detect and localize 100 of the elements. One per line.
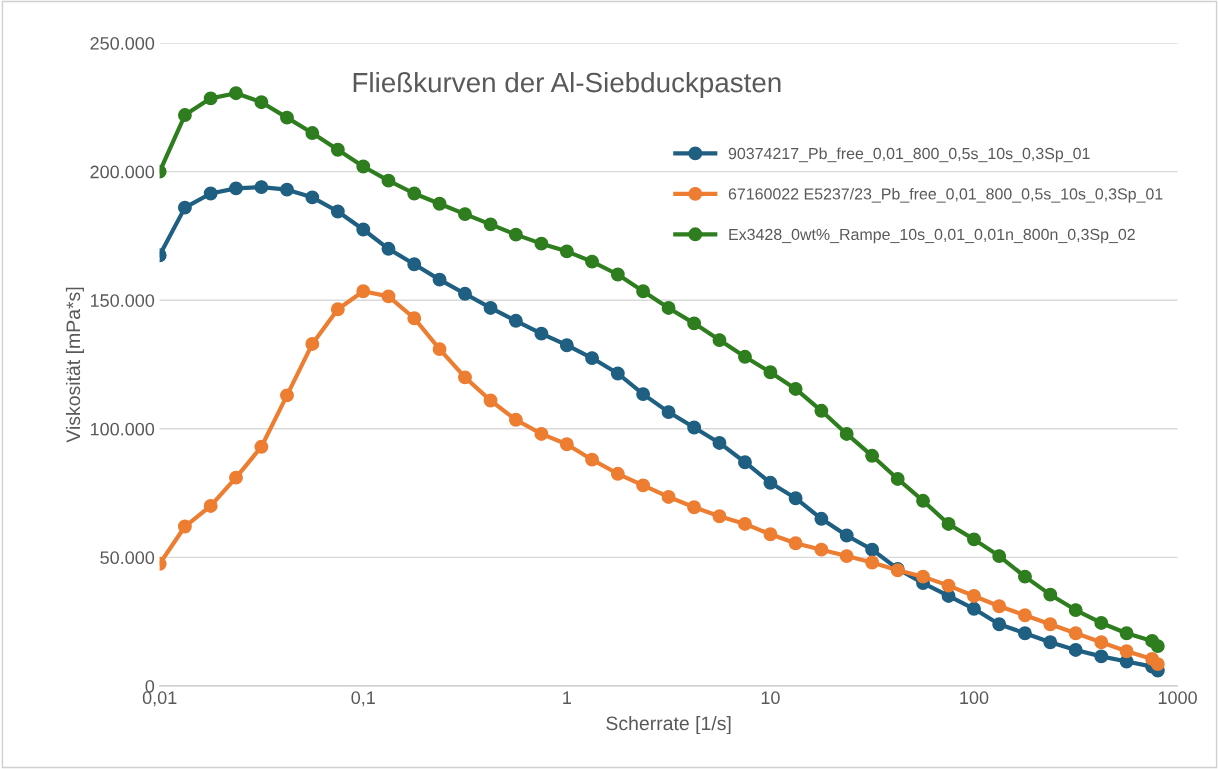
point [534,426,549,441]
point [381,173,396,188]
point [305,190,320,205]
point [203,498,218,513]
point [1094,649,1109,664]
y-axis-title: Viskosität [mPa*s] [65,287,85,443]
point [254,439,269,454]
point [788,536,803,551]
point [585,452,599,467]
point [687,316,702,331]
point [483,393,498,408]
point [738,516,752,531]
point [814,542,829,557]
point [356,284,371,299]
point [763,475,778,490]
point [763,527,778,542]
point [814,511,829,526]
point [356,222,371,237]
point [559,244,574,259]
point [687,500,702,515]
point [458,370,472,385]
point [992,549,1007,564]
point [712,333,727,348]
point [356,159,371,174]
x-tick-label: 1 [563,691,571,704]
point [407,186,422,201]
point [763,365,778,380]
point [712,435,727,450]
point [254,180,269,195]
y-tick-label: 250.000 [90,37,155,50]
point [814,403,829,418]
point [1068,626,1083,641]
point [890,471,905,486]
point [330,302,345,317]
y-tick-label: 100.000 [90,422,155,436]
point [432,342,447,357]
point [280,110,294,125]
point [661,489,676,504]
point [534,326,549,341]
point [1094,635,1109,650]
point [203,186,218,201]
point [177,519,192,534]
point [610,366,625,381]
point [305,126,320,141]
y-tick-label: 200.000 [90,165,155,179]
point [508,412,523,427]
x-tick-label: 0,01 [142,691,177,707]
x-tick-label: 100 [960,691,989,705]
point [941,516,956,531]
point [839,549,854,564]
point [738,349,752,364]
point [305,336,320,351]
point [280,182,294,197]
x-tick-label: 0,1 [351,691,375,707]
point [1043,587,1058,602]
point [610,267,625,282]
point [1043,635,1058,650]
point [661,405,676,420]
x-tick-label: 1000 [1158,691,1197,705]
point [483,300,498,315]
point [330,204,345,219]
point [967,532,981,547]
point [636,478,651,493]
legend-label: 90374217_Pb_free_0,01_800_0,5s_10s_0,3Sp_01 [728,147,1090,163]
point [585,351,599,366]
x-tick-label: 10 [761,691,780,705]
point [280,388,294,403]
point [1094,616,1109,630]
point [865,448,880,463]
point [865,542,880,557]
point [203,91,218,106]
point [585,254,599,269]
point [508,313,523,328]
point [839,426,854,441]
point [229,86,243,101]
point [992,617,1007,632]
point [559,437,574,452]
point [177,200,192,215]
point [661,300,676,315]
y-tick-label: 150.000 [90,294,155,307]
point [712,509,727,524]
legend-label: 67160022 E5237/23_Pb_free_0,01_800_0,5s_10s_0,3Sp_01 [728,187,1163,203]
text: Fließkurven der Al-Siebduckpasten [353,71,781,98]
point [636,387,651,402]
point [229,470,243,485]
point [1043,617,1058,632]
point [407,257,422,272]
point [1119,626,1134,641]
point [1068,643,1083,657]
point [788,491,803,506]
point [381,289,396,304]
point [1018,569,1032,584]
point [967,588,981,603]
y-tick-label: 0 [145,679,155,693]
point [865,555,880,570]
point [432,196,447,211]
point [458,207,472,222]
point [1119,644,1134,659]
point [407,311,422,326]
point [992,599,1007,614]
